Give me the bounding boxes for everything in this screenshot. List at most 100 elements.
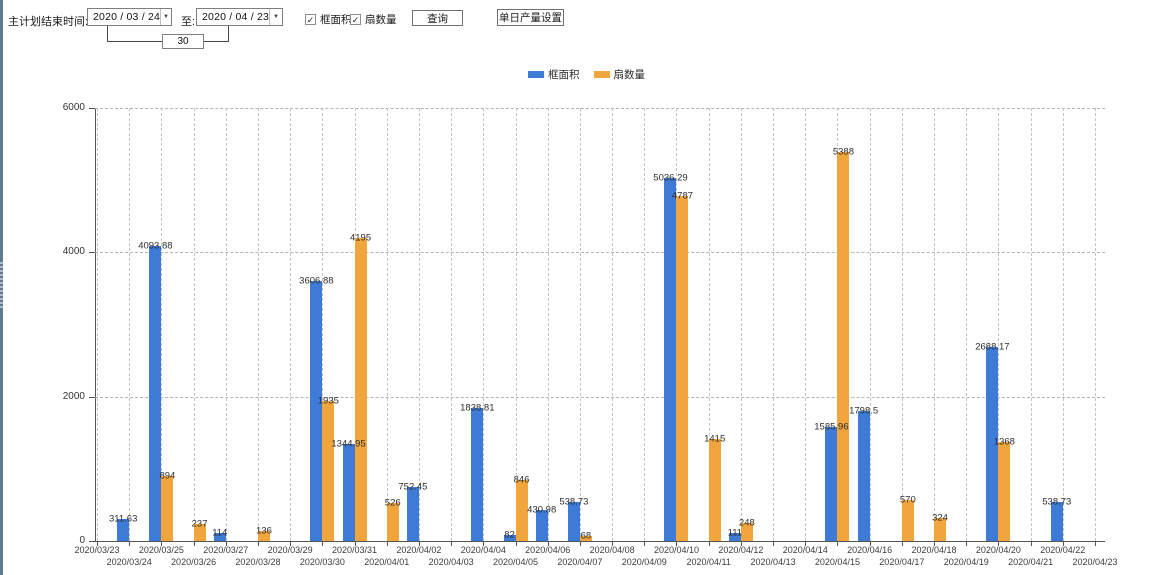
x-axis-tick-label-2020/03/29: 2020/03/29 [267,545,313,555]
date-from-dropdown-icon[interactable]: ▼ [160,9,171,25]
connector-line-left-vertical [107,26,108,42]
days-interval-input[interactable]: 30 [162,34,204,49]
bar-value-label-fan-2020/04/18: 324 [932,512,948,524]
x-axis-tick-2020/03/23 [97,541,98,546]
bar-fan-2020/03/28 [257,531,270,541]
v-gridline-2020/04/05 [515,108,517,541]
bar-fan-2020/04/01 [386,503,399,541]
bar-area-2020/04/12 [728,532,741,541]
plan-end-time-label: 主计划结束时间: [8,16,89,28]
bar-value-label-area-2020/04/12: 111 [727,527,743,539]
x-axis-tick-2020/04/19 [966,541,968,546]
h-gridline-6000 [95,108,1105,109]
legend-swatch-area [528,71,544,78]
x-axis-tick-label-2020/04/17: 2020/04/17 [879,557,925,567]
bar-value-label-fan-2020/04/15: 5388 [832,146,855,158]
v-gridline-2020/04/21 [1030,108,1032,541]
y-axis-tick-4000 [89,252,95,254]
x-axis-tick-label-2020/04/14: 2020/04/14 [782,545,828,555]
bar-area-2020/04/05 [503,535,516,541]
bar-fan-2020/04/10 [676,195,689,541]
v-gridline-2020/04/19 [966,108,968,541]
x-axis-tick-label-2020/04/23: 2020/04/23 [1072,557,1118,567]
v-gridline-2020/04/08 [612,108,614,541]
bar-fan-2020/03/26 [193,523,206,541]
query-button[interactable]: 查询 [412,10,463,26]
bar-area-2020/04/02 [406,486,419,541]
date-to-value: 2020 / 04 / 23 [202,11,270,23]
v-gridline-2020/04/01 [386,108,388,541]
x-axis-tick-2020/03/24 [129,541,131,546]
x-axis-tick-2020/04/03 [451,541,453,546]
x-axis-tick-label-2020/04/09: 2020/04/09 [621,557,667,567]
v-gridline-2020/04/06 [547,108,549,541]
bar-fan-2020/04/05 [515,479,528,541]
fan-checkbox-group[interactable]: ✓ 扇数量 [350,12,397,27]
x-axis-tick-2020/04/22 [1062,541,1064,546]
bar-value-label-area-2020/04/04: 1838.81 [460,402,495,414]
x-axis-tick-label-2020/03/31: 2020/03/31 [332,545,378,555]
v-gridline-2020/04/13 [773,108,775,541]
x-axis-tick-2020/04/14 [805,541,807,546]
date-from-picker[interactable]: 2020 / 03 / 24 ▼ [87,8,172,26]
x-axis-tick-2020/04/13 [773,541,775,546]
x-axis-tick-label-2020/04/08: 2020/04/08 [589,545,635,555]
bar-area-2020/03/27 [213,532,226,541]
bar-fan-2020/03/25 [161,476,174,541]
bar-area-2020/04/22 [1050,502,1063,541]
bar-value-label-area-2020/04/06: 430.98 [527,504,557,516]
x-axis-tick-2020/04/05 [515,541,517,546]
x-axis-tick-label-2020/04/04: 2020/04/04 [460,545,506,555]
bar-value-label-area-2020/03/27: 114 [212,527,228,539]
y-axis-tick-label-0: 0 [79,535,85,546]
daily-output-settings-button[interactable]: 单日产量设置 [497,9,564,26]
bar-area-2020/04/15 [825,426,838,541]
v-gridline-2020/04/11 [708,108,710,541]
v-gridline-2020/03/25 [161,108,163,541]
date-to-dropdown-icon[interactable]: ▼ [269,9,282,25]
date-to-picker[interactable]: 2020 / 04 / 23 ▼ [196,8,283,26]
bar-fan-2020/04/11 [708,438,721,541]
bar-value-label-area-2020/04/20: 2688.17 [975,341,1010,353]
x-axis-tick-label-2020/04/18: 2020/04/18 [911,545,957,555]
x-axis-tick-2020/03/25 [161,541,163,546]
x-axis-tick-2020/03/29 [290,541,292,546]
v-gridline-2020/04/17 [901,108,903,541]
area-checkbox[interactable]: ✓ [305,14,316,25]
x-axis-tick-2020/04/07 [579,541,581,546]
bar-value-label-area-2020/04/05: 82 [504,529,515,541]
bar-area-2020/03/30 [310,280,323,541]
bar-value-label-fan-2020/03/28: 136 [256,525,272,537]
y-axis-tick-label-6000: 6000 [62,102,85,113]
resize-gripper[interactable] [0,262,3,308]
x-axis-tick-2020/04/21 [1030,541,1032,546]
x-axis-tick-label-2020/04/12: 2020/04/12 [718,545,764,555]
x-axis-tick-2020/03/27 [225,541,227,546]
v-gridline-2020/03/30 [322,108,324,541]
x-axis-tick-label-2020/04/21: 2020/04/21 [1008,557,1054,567]
x-axis-tick-label-2020/03/26: 2020/03/26 [171,557,217,567]
x-axis-tick-2020/04/01 [386,541,388,546]
bar-value-label-fan-2020/04/01: 526 [384,497,401,509]
h-gridline-2000 [95,396,1105,398]
v-gridline-2020/04/12 [740,108,742,541]
v-gridline-2020/03/28 [257,108,259,541]
bar-value-label-area-2020/03/25: 4093.88 [138,240,173,252]
fan-checkbox[interactable]: ✓ [350,14,361,25]
legend-item-fan: 扇数量 [593,67,645,82]
x-axis-tick-label-2020/03/24: 2020/03/24 [106,557,152,567]
x-axis-tick-2020/04/16 [869,541,871,546]
x-axis-tick-label-2020/04/01: 2020/04/01 [364,557,410,567]
bar-value-label-area-2020/04/10: 5036.29 [653,172,688,184]
x-axis-tick-2020/03/31 [354,541,356,546]
area-checkbox-group[interactable]: ✓ 框面积 [305,12,352,27]
bar-value-label-area-2020/03/31: 1344.95 [331,438,366,450]
v-gridline-2020/04/07 [579,108,581,541]
bar-fan-2020/03/30 [322,401,335,541]
bar-value-label-area-2020/04/16: 1798.5 [849,405,879,417]
bar-value-label-fan-2020/03/25: 894 [159,470,176,482]
bar-value-label-fan-2020/03/31: 4195 [349,232,372,244]
x-axis-tick-label-2020/03/30: 2020/03/30 [299,557,345,567]
